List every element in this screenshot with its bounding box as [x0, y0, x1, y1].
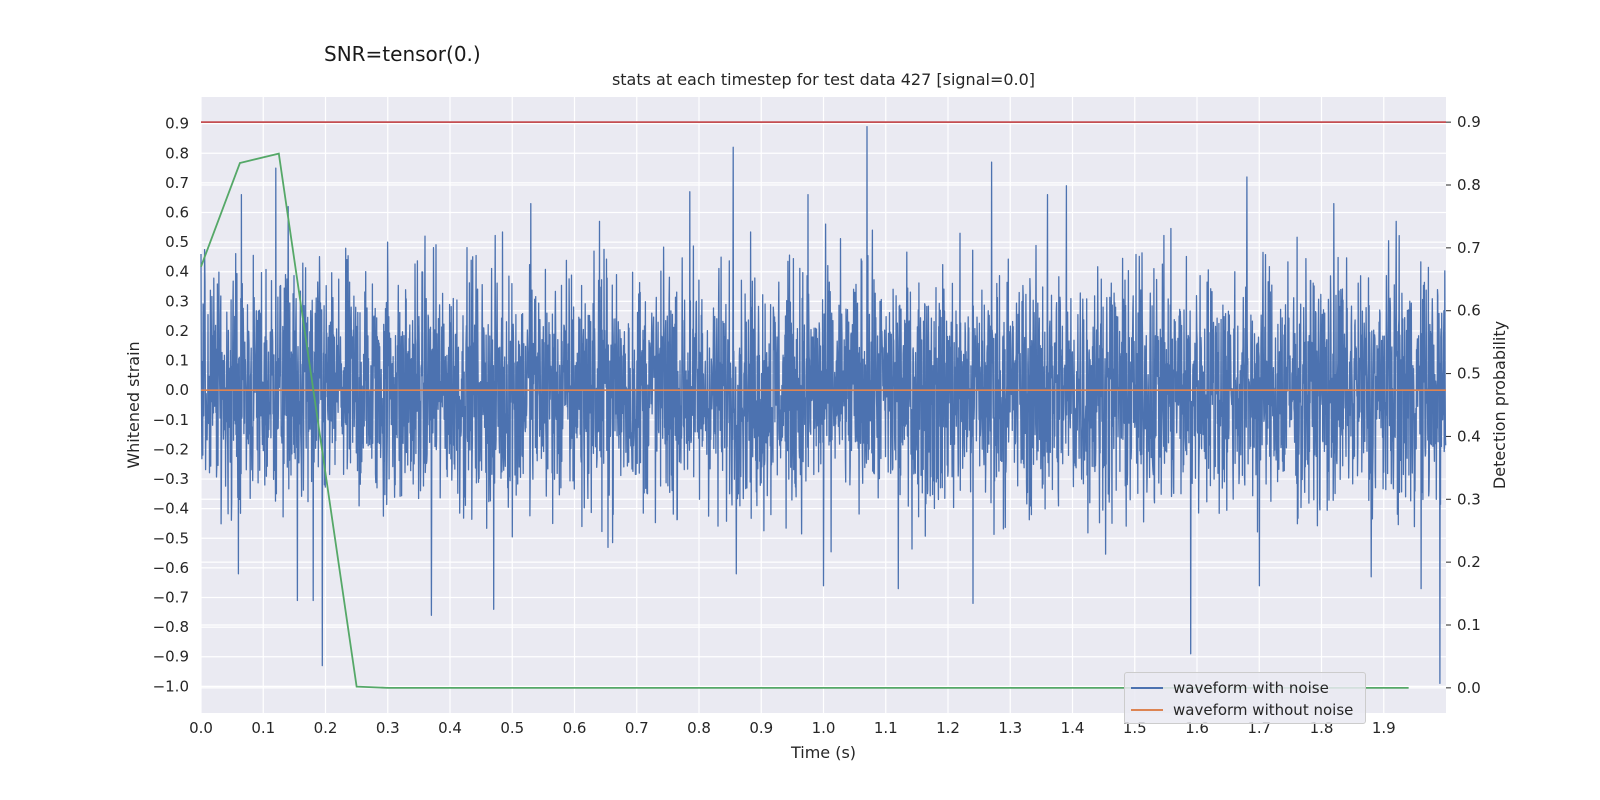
y-tick-label: 0.2	[165, 322, 189, 340]
x-tick-label: 0.2	[314, 719, 338, 737]
y-tick-label: −0.2	[153, 440, 189, 458]
axes-group: 0.0 0.1 0.2 0.3 0.4 0.5 0.6 0.7 0.8 0.9 1.0 1.1 1.2 1…	[153, 113, 1481, 737]
x-tick-label: 0.3	[376, 719, 400, 737]
y-tick-label: −0.1	[153, 411, 189, 429]
y-tick-label: 0.1	[165, 352, 189, 370]
series-group	[200, 121, 1447, 689]
x-tick-label: 1.9	[1372, 719, 1396, 737]
y-right-tick-label: 0.7	[1457, 239, 1481, 257]
y-tick-label: −0.7	[153, 589, 189, 607]
legend-label-noisy: waveform with noise	[1173, 679, 1329, 697]
y-axis-label: Whitened strain	[124, 341, 143, 468]
x-tick-label: 0.4	[438, 719, 462, 737]
series-waveform-with-noise	[200, 125, 1447, 685]
legend: waveform with noise waveform without noi…	[1124, 672, 1366, 724]
x-tick-label: 0.8	[687, 719, 711, 737]
y-tick-label: 0.5	[165, 233, 189, 251]
x-tick-label: 0.1	[251, 719, 275, 737]
legend-swatch-clean	[1131, 709, 1163, 711]
x-tick-label: 1.3	[998, 719, 1022, 737]
y-right-tick-label: 0.8	[1457, 176, 1481, 194]
legend-entry-noisy: waveform with noise	[1131, 679, 1329, 697]
y-right-tick-label: 0.4	[1457, 427, 1481, 445]
x-tick-label: 1.1	[874, 719, 898, 737]
y-tick-label: −0.5	[153, 529, 189, 547]
y-tick-label: 0.6	[165, 204, 189, 222]
y-tick-label: 0.8	[165, 144, 189, 162]
x-tick-label: 0.0	[189, 719, 213, 737]
y-tick-label: −1.0	[153, 677, 189, 695]
figure-suptitle: SNR=tensor(0.)	[324, 42, 481, 66]
x-axis-label: Time (s)	[790, 743, 856, 762]
y-right-tick-label: 0.1	[1457, 616, 1481, 634]
series-detection-probability	[200, 152, 1409, 689]
legend-entry-clean: waveform without noise	[1131, 701, 1353, 719]
x-tick-label: 0.5	[500, 719, 524, 737]
legend-label-clean: waveform without noise	[1173, 701, 1354, 719]
y-tick-label: 0.3	[165, 292, 189, 310]
y-right-tick-label: 0.5	[1457, 365, 1481, 383]
y-right-tick-label: 0.6	[1457, 302, 1481, 320]
x-tick-label: 0.6	[563, 719, 587, 737]
legend-swatch-noisy	[1131, 687, 1163, 689]
y-tick-label: 0.4	[165, 263, 189, 281]
y-axis-right-label: Detection probability	[1490, 321, 1509, 489]
x-tick-label: 1.0	[812, 719, 836, 737]
y-right-tick-label: 0.2	[1457, 553, 1481, 571]
x-tick-label: 1.2	[936, 719, 960, 737]
y-tick-label: −0.8	[153, 618, 189, 636]
y-right-tick-label: 0.0	[1457, 679, 1481, 697]
y-right-tick-label: 0.9	[1457, 113, 1481, 131]
chart-title: stats at each timestep for test data 427…	[612, 70, 1035, 89]
y-tick-label: 0.0	[165, 381, 189, 399]
y-tick-label: −0.3	[153, 470, 189, 488]
y-right-tick-label: 0.3	[1457, 490, 1481, 508]
x-tick-label: 0.9	[749, 719, 773, 737]
y-tick-label: 0.7	[165, 174, 189, 192]
y-tick-label: −0.9	[153, 648, 189, 666]
y-tick-label: −0.4	[153, 500, 189, 518]
y-tick-label: 0.9	[165, 115, 189, 133]
y-tick-label: −0.6	[153, 559, 189, 577]
x-tick-label: 0.7	[625, 719, 649, 737]
x-tick-label: 1.4	[1061, 719, 1085, 737]
